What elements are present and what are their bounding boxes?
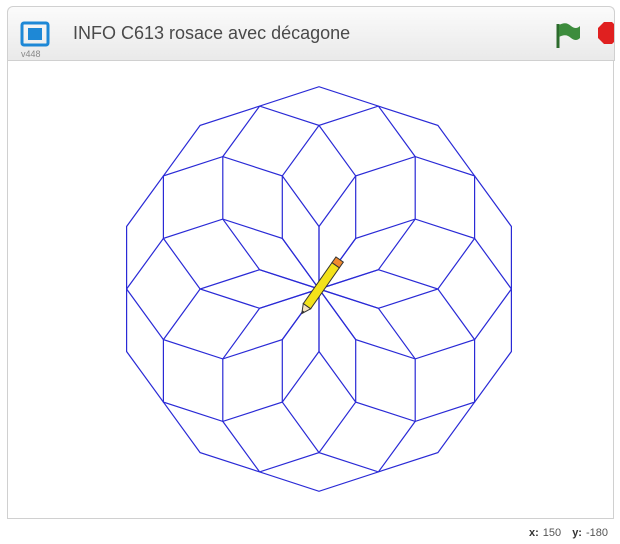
fullscreen-button[interactable] [20, 21, 50, 47]
version-label: v448 [21, 49, 41, 59]
y-label: y: [572, 527, 582, 539]
mouse-coordinates: x: 150 y: -180 [521, 527, 608, 539]
stage [7, 60, 614, 519]
green-flag[interactable] [552, 20, 582, 50]
project-title: INFO C613 rosace avec décagone [73, 23, 350, 44]
y-value: -180 [586, 527, 608, 539]
stop-button[interactable] [598, 20, 614, 50]
pencil-sprite [298, 257, 344, 317]
scratch-player: v448 INFO C613 rosace avec décagone x: 15… [0, 0, 620, 544]
x-value: 150 [543, 527, 561, 539]
rosace-decagon [282, 106, 474, 308]
x-label: x: [529, 527, 539, 539]
rosace-decagon [163, 270, 355, 472]
stage-canvas [8, 61, 613, 518]
header-bar: v448 INFO C613 rosace avec décagone [7, 6, 615, 61]
